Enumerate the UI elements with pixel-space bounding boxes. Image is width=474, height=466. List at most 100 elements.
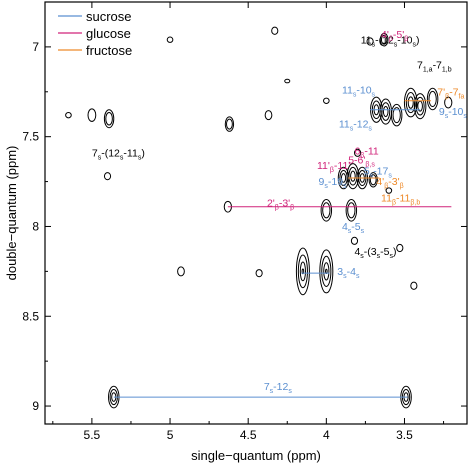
contour-ring — [385, 187, 393, 194]
contour-ring — [444, 96, 453, 109]
contour-peak — [224, 116, 235, 132]
contour-peak — [379, 32, 389, 47]
peak-annotation-glucose: 6β-11 — [354, 146, 378, 160]
contour-ring — [226, 118, 233, 130]
x-tick-label: 4.5 — [240, 428, 257, 442]
contour-peak — [284, 78, 291, 84]
y-tick-label: 8 — [32, 219, 39, 233]
contour-ring — [379, 32, 389, 47]
y-tick-label: 7.5 — [22, 130, 39, 144]
contour-ring — [381, 102, 391, 121]
peak-annotation-sucrose: 11s-12s — [339, 119, 373, 133]
contour-ring — [103, 109, 115, 129]
peak-annotation-fructose: 11β-11β,b — [381, 192, 420, 206]
contour-ring — [407, 96, 414, 109]
contour-ring — [295, 247, 310, 296]
contour-peak — [295, 247, 310, 296]
peak-annotation-sucrose: 7s-12s — [264, 381, 293, 395]
contour-peak — [271, 26, 279, 35]
contour-ring — [321, 255, 332, 287]
contour-peak — [403, 87, 418, 118]
contour-ring — [340, 173, 347, 183]
contour-ring — [366, 37, 374, 46]
contour-ring — [177, 266, 185, 277]
x-tick-label: 5 — [167, 428, 174, 442]
contour-ring — [255, 269, 263, 278]
contour-ring — [426, 87, 439, 111]
contour-ring — [297, 254, 308, 289]
peak-annotation-glucose: 4'β-5'β — [381, 29, 408, 43]
contour-peak — [354, 148, 362, 157]
contour-peak — [396, 243, 404, 253]
contour-ring — [396, 243, 404, 253]
contour-ring — [301, 268, 305, 275]
contour-peak — [320, 199, 333, 222]
contour-ring — [166, 36, 174, 43]
contour-ring — [382, 106, 389, 118]
y-tick-label: 8.5 — [22, 309, 39, 323]
contour-ring — [350, 236, 359, 245]
contour-ring — [350, 170, 356, 182]
contour-peak — [350, 236, 359, 245]
contour-ring — [65, 111, 72, 119]
contour-peak — [103, 109, 115, 129]
legend-label-sucrose: sucrose — [86, 9, 132, 24]
contour-ring — [415, 96, 425, 116]
contour-ring — [224, 116, 235, 132]
contour-ring — [413, 93, 427, 120]
contour-peak — [385, 187, 393, 194]
contour-ring — [354, 148, 362, 157]
peak-annotation-glucose: 2'β-3'β — [267, 198, 294, 212]
contour-peak — [319, 249, 334, 294]
contour-ring — [345, 199, 358, 222]
contour-ring — [405, 92, 416, 114]
contour-ring — [299, 261, 306, 282]
peak-annotation-sucrose: 9s-10s — [439, 106, 468, 120]
y-tick-label: 7 — [32, 40, 39, 54]
plot-frame — [44, 1, 468, 425]
peak-annotation-glucose: 5-6'β,s — [348, 155, 375, 169]
peak-annotation-sucrose: 5s-17s — [364, 165, 393, 179]
peak-annotation-none: 7s-(12s-11s) — [92, 147, 145, 161]
peak-annotation-glucose: 11'β-11' — [317, 160, 350, 174]
contour-peak — [323, 97, 330, 104]
contour-ring — [87, 108, 97, 122]
correlation-lines — [113, 100, 452, 398]
contour-peak — [410, 281, 418, 290]
contour-peak — [390, 103, 403, 127]
contour-peak — [345, 199, 358, 222]
contour-peak — [177, 266, 185, 277]
contour-peak — [444, 96, 453, 109]
x-tick-label: 5.5 — [84, 428, 101, 442]
contour-peak — [379, 98, 392, 125]
contour-ring — [284, 78, 291, 84]
contour-peak — [166, 36, 174, 43]
y-axis-ticks: 7 7.5 8 8.5 9 — [22, 1, 467, 413]
contour-ring — [392, 107, 401, 124]
contour-peaks — [65, 26, 453, 409]
contour-peak — [65, 111, 72, 119]
contour-ring — [403, 87, 418, 118]
contour-ring — [380, 34, 388, 45]
contour-ring — [319, 249, 334, 294]
contour-ring — [369, 174, 377, 186]
contour-ring — [103, 172, 112, 181]
contour-peak — [413, 93, 427, 120]
x-axis-ticks: 5.5 5 4.5 4 3.5 — [52, 2, 445, 442]
peak-annotation-fructose: 7'β-7fa — [437, 86, 464, 100]
y-axis-label: double−quantum (ppm) — [4, 146, 19, 281]
contour-ring — [390, 103, 403, 127]
contour-ring — [323, 262, 330, 281]
peak-annotation-sucrose: 11s-10s — [342, 85, 376, 99]
contour-ring — [105, 111, 113, 126]
contour-ring — [320, 199, 333, 222]
contour-ring — [264, 110, 273, 121]
peak-annotation-fructose: 4'β-3'β — [376, 176, 403, 190]
legend: sucrose glucose fructose — [58, 9, 132, 58]
contour-ring — [368, 172, 378, 188]
legend-label-glucose: glucose — [86, 26, 131, 41]
contour-peak — [264, 110, 273, 121]
contour-ring — [322, 202, 331, 219]
contour-ring — [323, 97, 330, 104]
